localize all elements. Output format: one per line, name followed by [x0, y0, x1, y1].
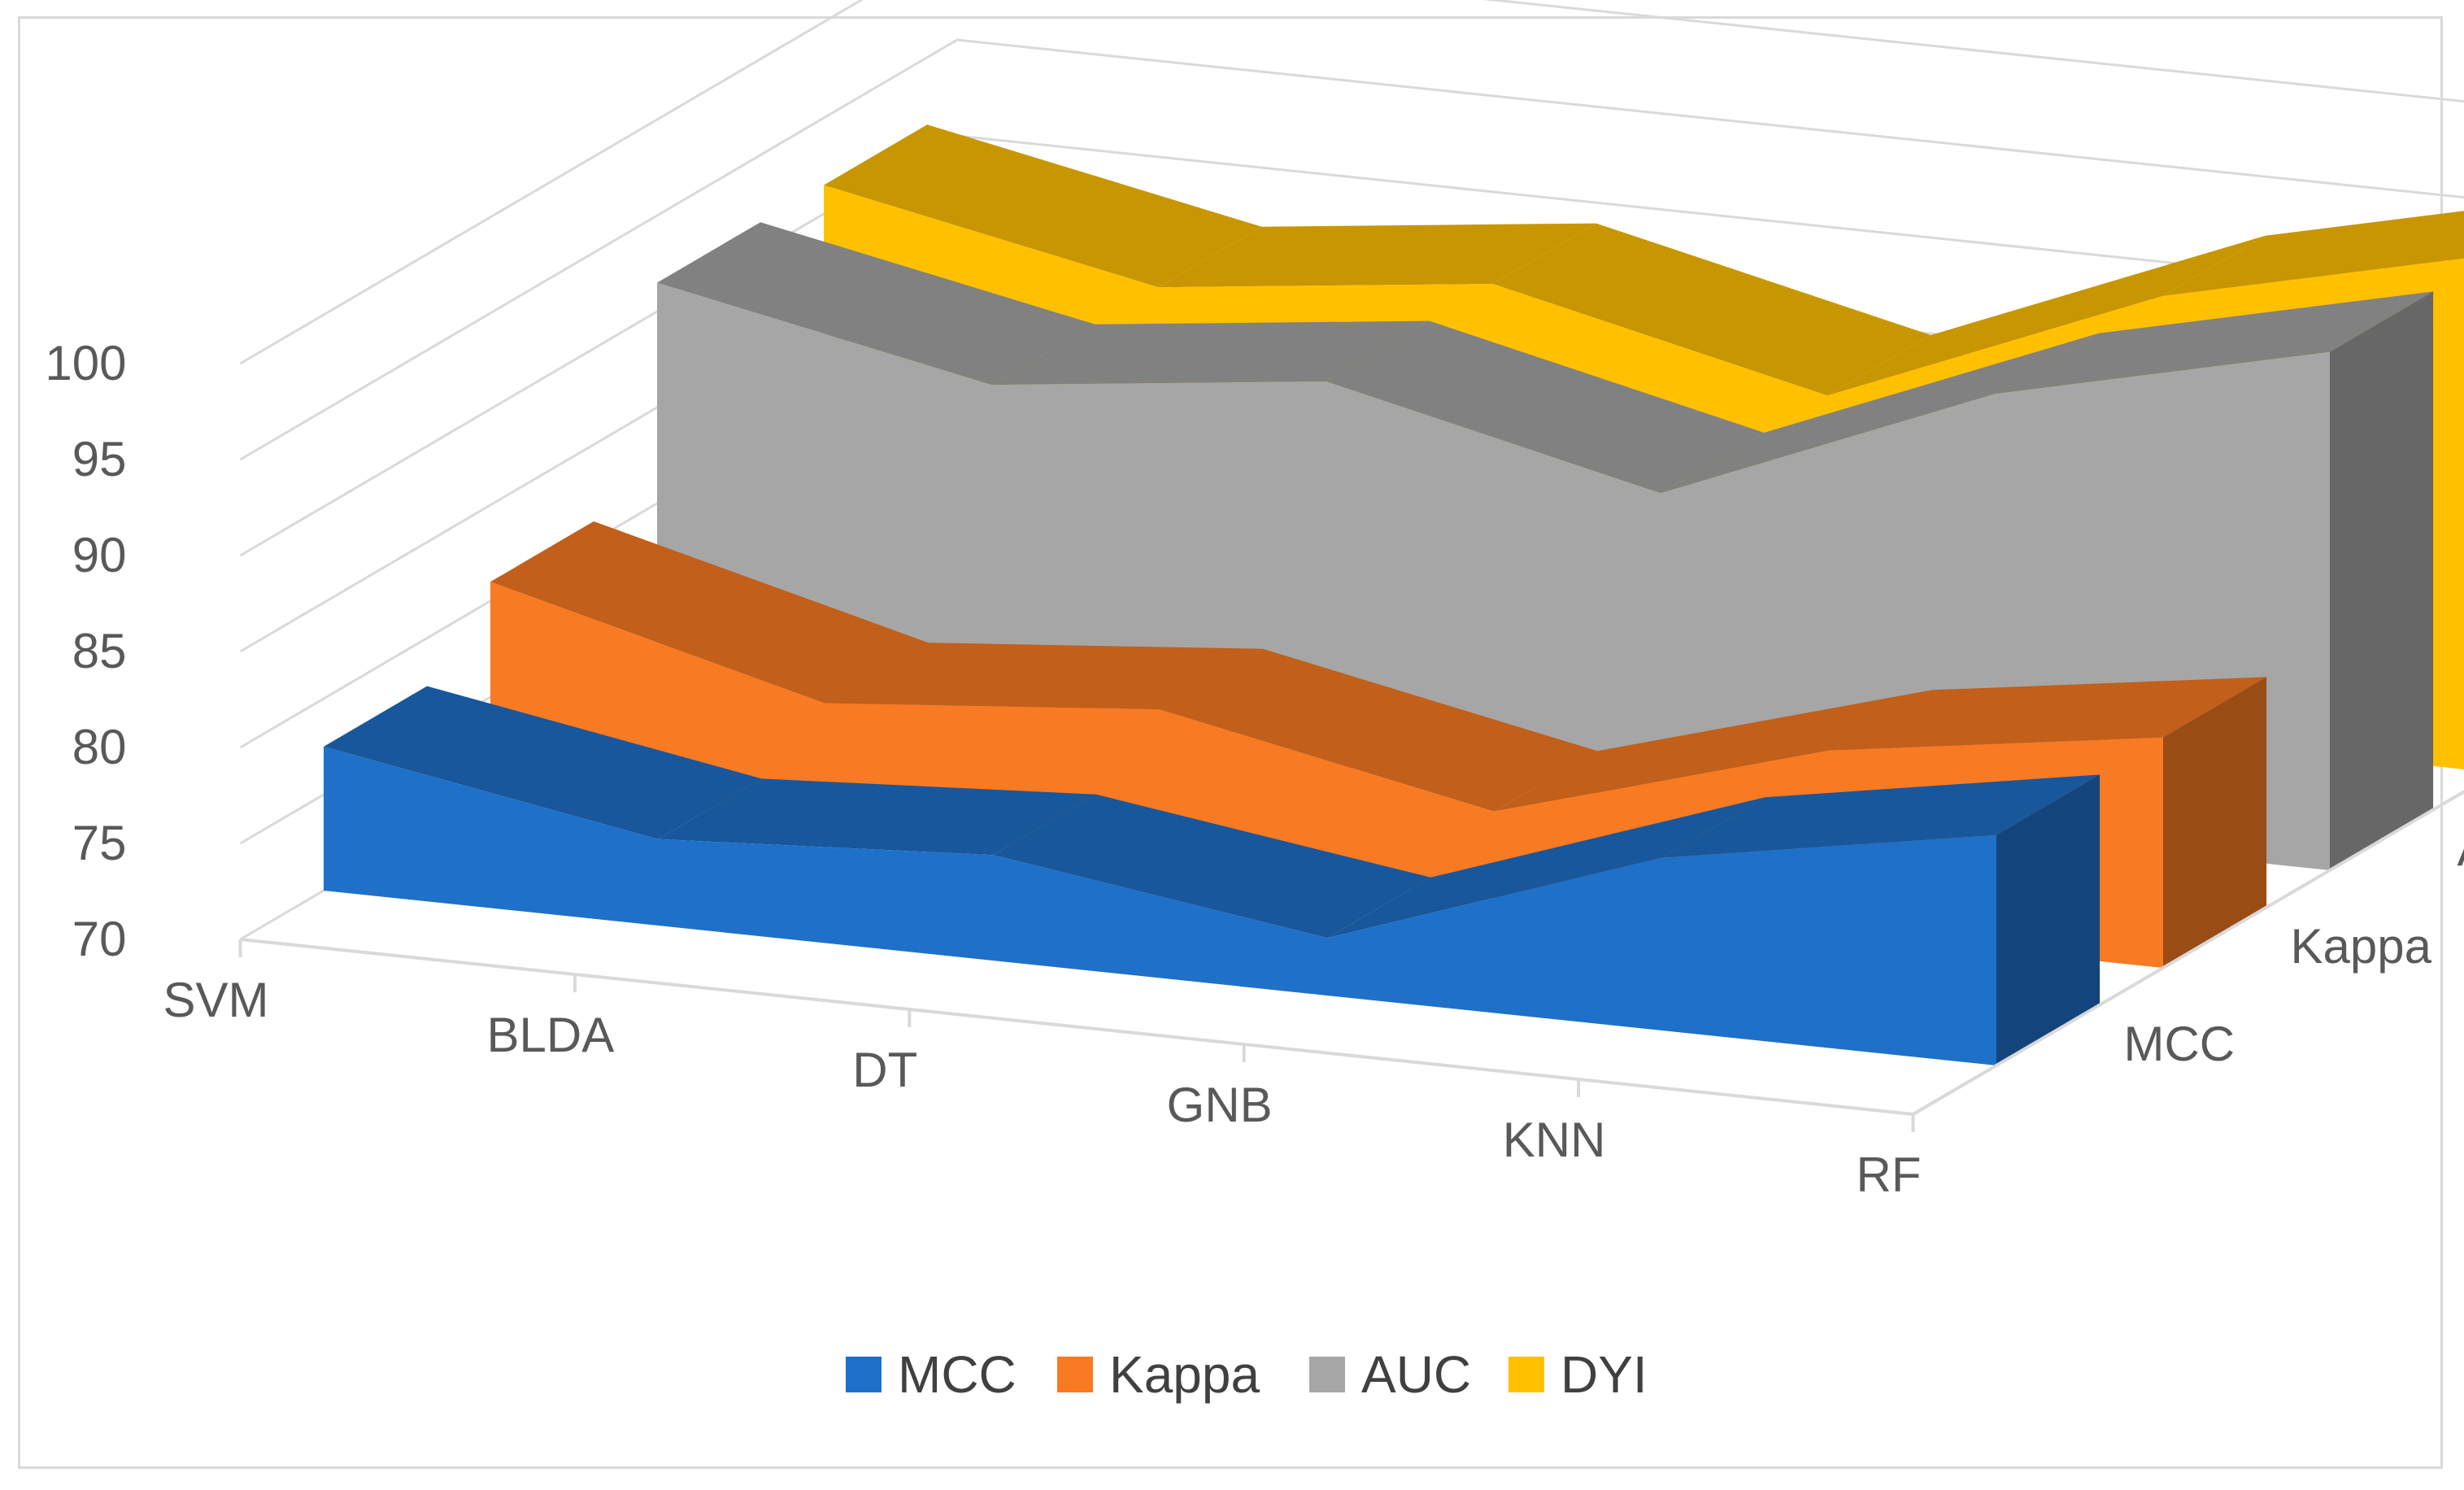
x-tick-label-gnb: GNB [1167, 1078, 1273, 1132]
depth-tick-label-kappa: Kappa [2291, 919, 2432, 974]
series-dyi-top-3 [1827, 235, 2266, 396]
legend: MCC Kappa AUC DYI [846, 1345, 1648, 1404]
series-dyi-top-4 [2161, 211, 2464, 297]
series-dyi-top-0 [824, 124, 1262, 288]
series-kappa-endcap [2163, 677, 2267, 968]
depth-tick-label-auc: AUC [2457, 821, 2464, 876]
x-tick-label-knn: KNN [1503, 1113, 1606, 1167]
legend-swatch-dyi [1508, 1357, 1544, 1392]
series-dyi-top-1 [1158, 223, 1596, 288]
gridline-95 [239, 38, 2464, 461]
series-mcc-top-1 [658, 778, 1096, 856]
series-mcc-area [324, 747, 1996, 1065]
series-kappa-top-1 [825, 643, 1263, 710]
series-auc-top-1 [991, 320, 1430, 386]
x-axis-tick-labels: SVM BLDA DT GNB KNN RF [163, 973, 1921, 1202]
depth-tick-label-mcc: MCC [2124, 1017, 2235, 1071]
x-tick-label-dt: DT [852, 1043, 917, 1097]
y-tick-label-100: 100 [45, 336, 126, 390]
y-tick-label-95: 95 [72, 432, 127, 486]
series-mcc-top-3 [1327, 797, 1765, 939]
x-tick-label-blda: BLDA [487, 1008, 615, 1062]
gridline-100 [239, 0, 2464, 365]
legend-swatch-auc [1309, 1357, 1345, 1392]
y-tick-label-75: 75 [72, 816, 127, 870]
y-tick-label-85: 85 [72, 624, 127, 678]
series-kappa-top-4 [1828, 677, 2267, 751]
series-mcc-endcap [1996, 774, 2100, 1065]
x-tick-label-svm: SVM [163, 973, 268, 1027]
series-kappa-top-0 [490, 521, 929, 704]
series-kappa-top-3 [1494, 690, 1932, 812]
legend-label-dyi: DYI [1561, 1345, 1648, 1404]
x-axis-line [240, 938, 1913, 1116]
series-mcc-top-4 [1661, 774, 2100, 858]
legend-label-auc: AUC [1361, 1345, 1471, 1404]
depth-axis-line [1912, 790, 2464, 1116]
series-auc-top-0 [657, 222, 1095, 386]
series-mcc-top-2 [992, 794, 1431, 939]
series-areas [324, 124, 2464, 1065]
axes [238, 790, 2464, 1132]
legend-swatch-kappa [1057, 1357, 1093, 1392]
y-tick-label-70: 70 [72, 912, 127, 966]
y-axis-tick-labels: 70 75 80 85 90 95 100 [45, 336, 126, 966]
series-dyi-top-2 [1492, 223, 1931, 396]
series-auc-top-4 [1995, 291, 2434, 394]
series-kappa-top-2 [1159, 648, 1598, 812]
series-mcc [324, 686, 2100, 1065]
legend-swatch-mcc [846, 1357, 882, 1392]
series-auc-endcap [2330, 291, 2434, 870]
y-tick-label-90: 90 [72, 528, 127, 582]
legend-label-mcc: MCC [898, 1345, 1017, 1404]
y-tick-label-80: 80 [72, 720, 127, 774]
series-mcc-top-0 [324, 686, 762, 839]
series-auc-top-3 [1661, 333, 2099, 494]
series-auc-top-2 [1326, 320, 1765, 494]
legend-label-kappa: Kappa [1109, 1345, 1260, 1404]
x-tick-label-rf: RF [1857, 1148, 1922, 1202]
